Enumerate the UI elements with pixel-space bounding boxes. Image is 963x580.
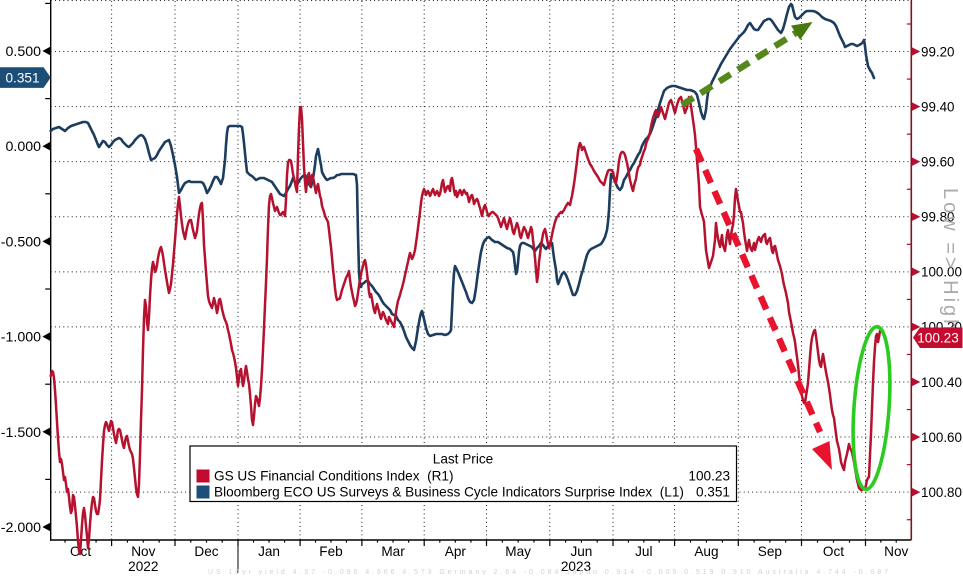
svg-text:100.40: 100.40 [921,375,962,390]
svg-text:-2.000: -2.000 [1,520,41,536]
svg-text:Jul: Jul [635,544,652,559]
svg-text:Oct: Oct [823,544,844,559]
svg-text:Jan: Jan [258,544,280,559]
svg-text:GS US Financial Conditions Ind: GS US Financial Conditions Index (R1) [214,469,454,484]
svg-text:Nov: Nov [131,544,155,559]
svg-text:2023: 2023 [561,559,591,574]
svg-text:Bloomberg ECO US Surveys & Bus: Bloomberg ECO US Surveys & Business Cycl… [214,485,684,500]
svg-text:Mar: Mar [381,544,405,559]
svg-text:Aug: Aug [694,544,718,559]
svg-text:100.60: 100.60 [921,430,962,445]
svg-text:Dec: Dec [194,544,218,559]
svg-text:US 10yr yield 4.57 -0.096 4.66: US 10yr yield 4.57 -0.096 4.666 4.573 Ge… [208,569,888,575]
svg-text:Low => High: Low => High [939,188,961,333]
svg-text:0.000: 0.000 [5,139,41,155]
svg-text:99.60: 99.60 [921,154,955,169]
svg-text:-0.500: -0.500 [1,234,41,250]
svg-text:99.80: 99.80 [921,210,955,225]
svg-text:Sep: Sep [758,544,782,559]
svg-text:2022: 2022 [128,559,158,574]
svg-text:Jun: Jun [570,544,592,559]
svg-text:99.20: 99.20 [921,44,955,59]
svg-text:Nov: Nov [884,544,908,559]
svg-text:100.80: 100.80 [921,485,962,500]
svg-text:100.00: 100.00 [921,265,962,280]
svg-text:100.23: 100.23 [688,469,730,484]
svg-text:Apr: Apr [445,544,467,559]
svg-text:Last Price: Last Price [433,452,493,467]
svg-text:100.23: 100.23 [917,331,959,346]
svg-text:0.500: 0.500 [5,44,41,60]
svg-text:0.351: 0.351 [696,485,730,500]
svg-text:-1.500: -1.500 [1,425,41,441]
svg-text:0.351: 0.351 [5,70,39,85]
svg-text:May: May [505,544,531,559]
svg-text:Feb: Feb [319,544,342,559]
svg-text:99.40: 99.40 [921,99,955,114]
svg-text:-1.000: -1.000 [1,330,41,346]
